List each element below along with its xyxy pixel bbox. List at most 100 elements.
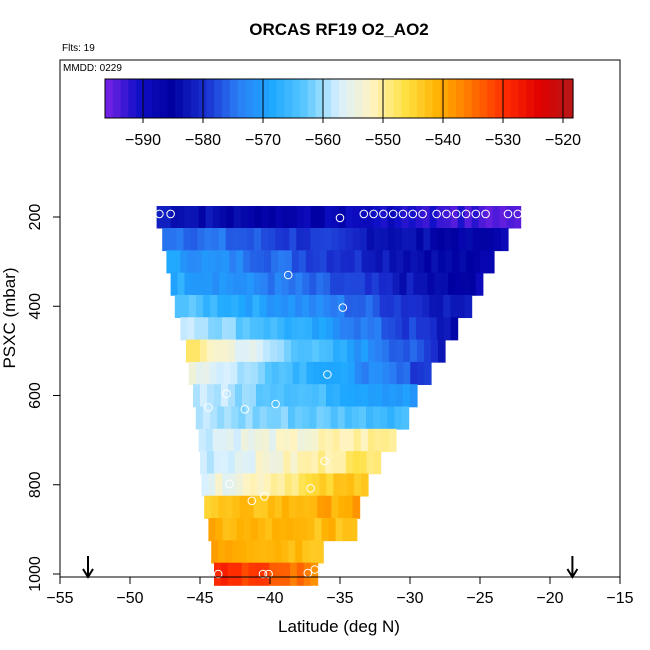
heatmap-cell — [445, 250, 453, 274]
observation-marker — [323, 370, 332, 379]
heatmap-cell — [212, 272, 220, 296]
heatmap-cell — [270, 317, 279, 341]
heatmap-cell — [230, 361, 238, 385]
heatmap-cell — [389, 339, 397, 363]
colorbar-tick-label: −590 — [125, 132, 161, 149]
heatmap-cell — [195, 361, 204, 385]
heatmap-cell — [297, 428, 305, 452]
colorbar-swatch — [105, 79, 114, 118]
heatmap-cell — [211, 495, 219, 519]
heatmap-cell — [277, 384, 285, 408]
heatmap-cell — [295, 406, 303, 430]
heatmap-cell — [195, 406, 204, 430]
observation-marker — [240, 405, 250, 414]
heatmap-cell — [206, 451, 215, 475]
colorbar-swatch — [385, 79, 395, 118]
heatmap-cell — [388, 317, 396, 341]
heatmap-cell — [270, 250, 279, 274]
heatmap-cell — [312, 317, 320, 341]
colorbar-swatch — [128, 79, 137, 118]
heatmap-cell — [424, 361, 432, 385]
heatmap-cell — [431, 339, 439, 363]
heatmap-cell — [220, 451, 229, 475]
heatmap-cell — [354, 473, 362, 497]
heatmap-cell — [253, 495, 262, 519]
heatmap-cell — [438, 339, 446, 363]
heatmap-cell — [169, 228, 177, 252]
observation-marker — [359, 209, 369, 219]
heatmap-cell — [243, 518, 252, 542]
heatmap-cell — [347, 361, 356, 385]
heatmap-cell — [346, 428, 355, 452]
observation-marker — [213, 569, 223, 579]
heatmap-cell — [323, 272, 331, 296]
latitude-arrows — [82, 556, 579, 579]
heatmap-cell — [337, 406, 346, 430]
heatmap-cell — [269, 562, 277, 586]
heatmap-cell — [284, 384, 292, 408]
heatmap-cell — [258, 361, 266, 385]
heatmap-cell — [176, 228, 184, 252]
heatmap-cell — [296, 562, 305, 586]
heatmap-cell — [338, 451, 347, 475]
colorbar-swatch — [541, 79, 551, 118]
heatmap-cell — [215, 518, 224, 542]
heatmap-cell — [215, 250, 223, 274]
heatmap-cell — [245, 294, 254, 319]
heatmap-cell — [305, 250, 314, 274]
heatmap-cell — [218, 540, 226, 564]
heatmap-cell — [300, 518, 308, 542]
x-axis-label: Latitude (deg N) — [278, 617, 400, 636]
heatmap-cell — [214, 384, 222, 408]
heatmap-cell — [245, 406, 254, 430]
heatmap-cell — [262, 562, 270, 586]
heatmap-cell — [260, 272, 269, 296]
heatmap-cell — [310, 206, 319, 229]
heatmap-cell — [250, 518, 259, 542]
colorbar-swatch — [354, 79, 363, 118]
heatmap-cell — [263, 384, 271, 408]
heatmap-cell — [246, 272, 255, 296]
heatmap-cell — [233, 206, 242, 229]
heatmap-cell — [208, 250, 216, 274]
heatmap-cell — [277, 317, 285, 341]
heatmap-cell — [310, 562, 319, 586]
heatmap-cell — [330, 406, 339, 430]
heatmap-cell — [212, 428, 221, 452]
heatmap-cell — [276, 428, 284, 452]
heatmap-cell — [281, 272, 290, 296]
heatmap-cell — [288, 272, 297, 296]
heatmap-cell — [422, 206, 431, 229]
heatmap-cell — [276, 562, 284, 586]
date-label: MMDD: 0229 — [63, 63, 122, 74]
heatmap-cell — [473, 250, 481, 274]
heatmap-cell — [198, 428, 207, 452]
heatmap-cell — [338, 206, 347, 229]
heatmap-cell — [331, 206, 340, 229]
colorbar-tick-label: −580 — [185, 132, 221, 149]
heatmap-cell — [207, 384, 215, 408]
heatmap-cell — [402, 228, 410, 252]
heatmap-cell — [366, 451, 375, 475]
colorbar-swatch — [331, 79, 340, 118]
heatmap-cell — [289, 228, 297, 252]
heatmap-cell — [302, 294, 310, 319]
heatmap-cell — [326, 250, 335, 274]
observation-marker — [503, 209, 513, 219]
heatmap-cell — [326, 339, 334, 363]
heatmap-cell — [277, 250, 286, 274]
heatmap-cell — [240, 206, 249, 229]
colorbar-swatch — [495, 79, 504, 118]
heatmap-cell — [166, 250, 174, 274]
heatmap-cell — [209, 361, 218, 385]
y-tick-label: 1000 — [27, 556, 44, 592]
heatmap-cell — [347, 384, 355, 408]
heatmap-cell — [249, 317, 258, 341]
heatmap-cell — [283, 451, 291, 475]
heatmap-cell — [409, 228, 417, 252]
heatmap-cell — [323, 294, 331, 319]
heatmap-cell — [221, 384, 229, 408]
y-tick-label: 200 — [27, 204, 44, 231]
heatmap-cell — [173, 250, 181, 274]
